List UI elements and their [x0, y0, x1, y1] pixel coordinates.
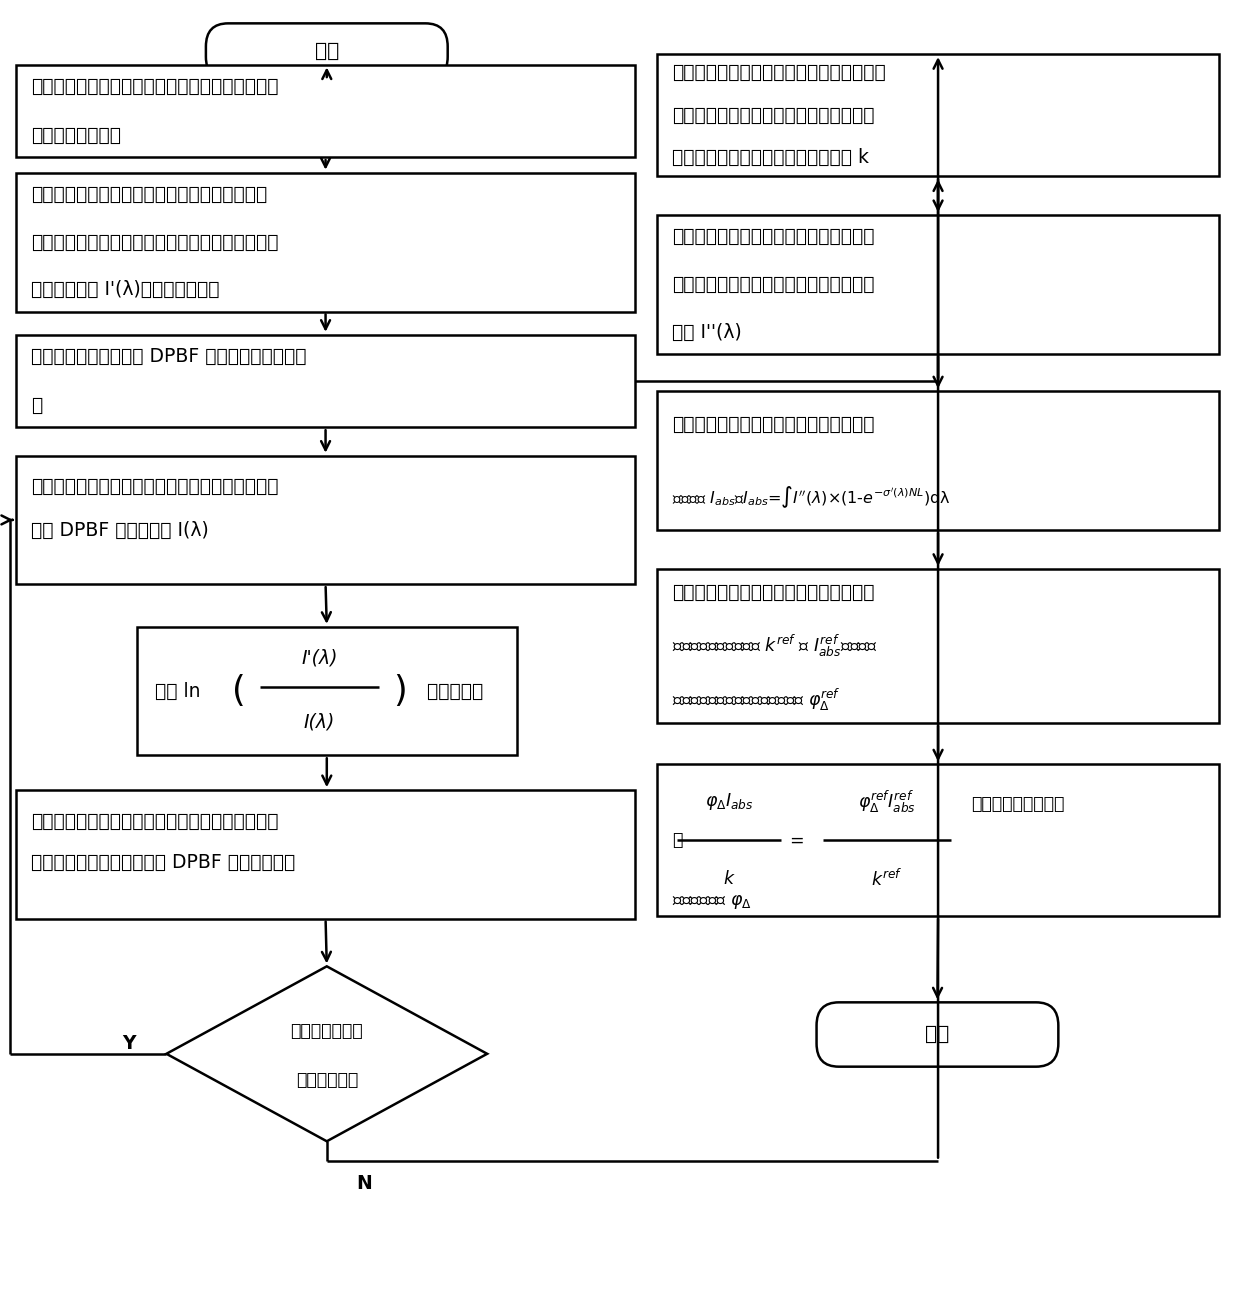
Text: 将待测光敏剂、甲醇及 DPBF 的混合溶液放入比色: 将待测光敏剂、甲醇及 DPBF 的混合溶液放入比色 — [31, 348, 306, 366]
Text: $φ^{ref}_{Δ}I^{ref}_{abs}$: $φ^{ref}_{Δ}I^{ref}_{abs}$ — [858, 788, 916, 815]
Text: 激光打开氙灯，用光谱仪测得光敏剂及甲醇的混合: 激光打开氙灯，用光谱仪测得光敏剂及甲醇的混合 — [31, 233, 278, 252]
Text: 启动光谱仪，比色皿为空，挡住激光及氙灯，用光: 启动光谱仪，比色皿为空，挡住激光及氙灯，用光 — [31, 78, 278, 96]
FancyBboxPatch shape — [206, 23, 448, 80]
Text: 小于设定次数: 小于设定次数 — [295, 1071, 358, 1089]
FancyBboxPatch shape — [136, 627, 517, 756]
Text: $φ_{Δ}I_{abs}$: $φ_{Δ}I_{abs}$ — [704, 791, 753, 813]
Text: 按照如下公式求取积分得到待测光敏剂的: 按照如下公式求取积分得到待测光敏剂的 — [672, 415, 874, 434]
Text: 已完成测量次数: 已完成测量次数 — [290, 1022, 363, 1040]
Text: 谱仪测得背底光谱: 谱仪测得背底光谱 — [31, 125, 120, 145]
Text: 液的透过光谱 I'(λ)，作为定标光谱: 液的透过光谱 I'(λ)，作为定标光谱 — [31, 280, 219, 300]
Text: 射时间为横坐标，采用最小二乘法进行拟: 射时间为横坐标，采用最小二乘法进行拟 — [672, 106, 874, 125]
Text: I'(λ): I'(λ) — [301, 649, 337, 667]
Text: 合，拟合曲线的斜率为待测光敏剂的 k: 合，拟合曲线的斜率为待测光敏剂的 k — [672, 149, 869, 167]
Text: 打开激光挡住氙灯，使激光照射比色皿，待测光敏: 打开激光挡住氙灯，使激光照射比色皿，待测光敏 — [31, 811, 278, 831]
FancyBboxPatch shape — [657, 568, 1219, 724]
Text: 光谱 I''(λ): 光谱 I''(λ) — [672, 323, 742, 341]
Text: 结束: 结束 — [925, 1025, 950, 1044]
Text: 同等实验条件下采用上述方法，测得作为: 同等实验条件下采用上述方法，测得作为 — [672, 583, 874, 602]
Text: 将提取的多个波峰为纵坐标，对应的激光照: 将提取的多个波峰为纵坐标，对应的激光照 — [672, 63, 885, 83]
FancyBboxPatch shape — [16, 791, 635, 919]
Text: 态氧量子产率 $φ_{Δ}$: 态氧量子产率 $φ_{Δ}$ — [672, 893, 751, 911]
Text: 吸收光谱 $I_{abs}$，$I_{abs}$=∫$I''(λ)$×(1-$e^{-σ'(λ)NL}$)dλ: 吸收光谱 $I_{abs}$，$I_{abs}$=∫$I''(λ)$×(1-$e… — [672, 484, 951, 509]
FancyBboxPatch shape — [16, 65, 635, 158]
Text: 计算被测光敏剂的单: 计算被测光敏剂的单 — [971, 796, 1064, 813]
Text: 参考光敏剂的玫瑰红的 $k^{ref}$ 和 $I^{ref}_{abs}$，由已有: 参考光敏剂的玫瑰红的 $k^{ref}$ 和 $I^{ref}_{abs}$，由… — [672, 633, 878, 659]
FancyBboxPatch shape — [657, 391, 1219, 530]
Text: $k^{ref}$: $k^{ref}$ — [870, 868, 903, 889]
Text: ): ) — [393, 674, 407, 708]
Polygon shape — [166, 966, 487, 1141]
FancyBboxPatch shape — [16, 335, 635, 428]
FancyBboxPatch shape — [16, 173, 635, 311]
Text: 打开激光挡住氙灯，使比色皿为空，用光: 打开激光挡住氙灯，使比色皿为空，用光 — [672, 227, 874, 247]
Text: $k$: $k$ — [723, 870, 735, 888]
Text: 将待测光敏剂及甲醇的混合溶液放入比色皿，挡: 将待测光敏剂及甲醇的混合溶液放入比色皿，挡 — [31, 185, 267, 204]
Text: Y: Y — [123, 1034, 136, 1053]
FancyBboxPatch shape — [657, 765, 1219, 916]
FancyBboxPatch shape — [657, 214, 1219, 354]
FancyBboxPatch shape — [657, 54, 1219, 177]
Text: N: N — [356, 1174, 372, 1194]
Text: 由: 由 — [672, 831, 682, 849]
Text: 提取 ln: 提取 ln — [155, 681, 201, 700]
Text: 剂产生单态氧，该单态氧与 DPBF 发生氧化反应: 剂产生单态氧，该单态氧与 DPBF 发生氧化反应 — [31, 853, 295, 872]
Text: =: = — [790, 831, 804, 849]
FancyBboxPatch shape — [817, 1003, 1059, 1067]
Text: (: ( — [232, 674, 246, 708]
Text: I(λ): I(λ) — [304, 712, 335, 731]
Text: 挡住激光打开氙灯，用光谱仪测得待测光敏剂、甲: 挡住激光打开氙灯，用光谱仪测得待测光敏剂、甲 — [31, 477, 278, 496]
Text: 文献获得玫瑰红的单态氧量子产率 $φ^{ref}_{Δ}$: 文献获得玫瑰红的单态氧量子产率 $φ^{ref}_{Δ}$ — [672, 687, 841, 713]
Text: 皿: 皿 — [31, 395, 42, 415]
FancyBboxPatch shape — [16, 456, 635, 584]
Text: 函数的波峰: 函数的波峰 — [420, 681, 482, 700]
Text: 醇及 DPBF 的透过光谱 I(λ): 醇及 DPBF 的透过光谱 I(λ) — [31, 521, 208, 540]
Text: 开始: 开始 — [315, 43, 339, 61]
Text: 谱仪测得激发光的发射光谱，归一化得到: 谱仪测得激发光的发射光谱，归一化得到 — [672, 275, 874, 295]
